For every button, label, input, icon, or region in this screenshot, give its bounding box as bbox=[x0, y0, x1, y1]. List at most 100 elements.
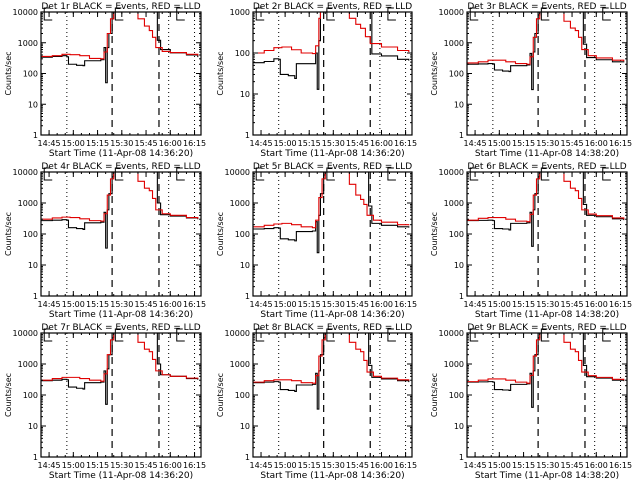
panel-title: Det 9r BLACK = Events, RED = LLD bbox=[467, 323, 626, 333]
x-tick-label: 15:15 bbox=[512, 300, 535, 309]
marker-s bbox=[114, 167, 124, 181]
marker-s bbox=[540, 167, 550, 181]
series-lld bbox=[41, 11, 199, 60]
x-axis-label: Start Time (11-Apr-08 14:36:20) bbox=[260, 310, 404, 320]
y-tick-label: 100 bbox=[449, 391, 464, 400]
x-tick-label: 15:45 bbox=[135, 461, 158, 470]
x-tick-label: 14:45 bbox=[464, 300, 487, 309]
y-tick-label: 1 bbox=[245, 453, 250, 462]
y-tick-label: 1000 bbox=[18, 360, 38, 369]
x-tick-label: 15:00 bbox=[488, 300, 511, 309]
y-tick-label: 10000 bbox=[13, 8, 38, 17]
panel-det-5: 1 10 100 1000 10000 14:45 15:00 15:15 15:30 15:45… bbox=[216, 162, 417, 320]
plot-frame bbox=[40, 332, 202, 458]
panel-title: Det 6r BLACK = Events, RED = LLD bbox=[467, 162, 626, 172]
y-tick-label: 1000 bbox=[230, 199, 250, 208]
y-tick-label: 1 bbox=[459, 453, 464, 462]
x-axis-label: Start Time (11-Apr-08 14:36:20) bbox=[49, 149, 193, 159]
y-tick-label: 1 bbox=[245, 292, 250, 301]
x-tick-label: 14:45 bbox=[464, 139, 487, 148]
x-tick-label: 15:45 bbox=[135, 300, 158, 309]
x-tick-label: 15:30 bbox=[322, 300, 345, 309]
marker-s bbox=[326, 167, 335, 181]
x-axis-label: Start Time (11-Apr-08 14:36:20) bbox=[49, 471, 193, 480]
marker-e bbox=[602, 167, 611, 181]
x-tick-label: 16:15 bbox=[609, 139, 632, 148]
x-tick-label: 15:45 bbox=[346, 461, 369, 470]
panel-det-6: 1 10 100 1000 10000 14:45 15:00 15:15 15:30 15:45… bbox=[430, 162, 632, 320]
y-tick-label: 1 bbox=[33, 292, 38, 301]
x-tick-label: 14:45 bbox=[249, 300, 272, 309]
series-lld bbox=[41, 171, 199, 222]
panel-det-3: 1 10 100 1000 10000 14:45 15:00 15:15 15:30 15:45… bbox=[430, 2, 632, 159]
y-axis-label: Counts/sec bbox=[430, 212, 439, 256]
x-tick-label: 15:15 bbox=[298, 300, 321, 309]
x-tick-label: 15:15 bbox=[86, 461, 109, 470]
x-tick-label: 15:00 bbox=[488, 139, 511, 148]
plot-frame bbox=[40, 11, 202, 136]
x-tick-label: 16:15 bbox=[183, 300, 206, 309]
x-tick-label: 16:00 bbox=[585, 300, 608, 309]
y-tick-label: 1 bbox=[459, 292, 464, 301]
series-events bbox=[41, 332, 199, 405]
plot-frame bbox=[40, 171, 202, 297]
x-tick-label: 16:15 bbox=[394, 139, 417, 148]
panel-det-9: 1 10 100 1000 10000 14:45 15:00 15:15 15:30 15:45… bbox=[430, 323, 632, 480]
x-axis-label: Start Time (11-Apr-08 14:38:20) bbox=[475, 471, 619, 480]
y-tick-label: 1 bbox=[459, 131, 464, 140]
x-tick-label: 16:00 bbox=[585, 461, 608, 470]
x-tick-label: 14:45 bbox=[464, 461, 487, 470]
x-tick-label: 16:00 bbox=[370, 300, 393, 309]
y-axis-label: Counts/sec bbox=[4, 51, 13, 95]
y-tick-label: 10000 bbox=[13, 329, 38, 338]
x-tick-label: 16:15 bbox=[609, 461, 632, 470]
x-tick-label: 16:00 bbox=[370, 461, 393, 470]
panel-title: Det 3r BLACK = Events, RED = LLD bbox=[467, 2, 626, 12]
x-tick-label: 16:00 bbox=[585, 139, 608, 148]
plot-frame bbox=[466, 171, 628, 297]
x-tick-label: 15:15 bbox=[298, 461, 321, 470]
y-tick-label: 100 bbox=[23, 391, 38, 400]
y-axis-label: Counts/sec bbox=[216, 373, 225, 417]
y-tick-label: 10 bbox=[454, 422, 464, 431]
marker-e bbox=[43, 7, 53, 21]
series-events bbox=[467, 171, 625, 247]
plot-frame bbox=[466, 11, 628, 136]
x-tick-label: 14:45 bbox=[249, 461, 272, 470]
series-events bbox=[41, 171, 199, 249]
x-tick-label: 15:45 bbox=[135, 139, 158, 148]
marker-e bbox=[469, 7, 479, 21]
x-tick-label: 14:45 bbox=[249, 139, 272, 148]
y-tick-label: 10000 bbox=[439, 329, 464, 338]
x-tick-label: 15:15 bbox=[298, 139, 321, 148]
marker-s bbox=[114, 328, 124, 342]
y-tick-label: 1 bbox=[33, 453, 38, 462]
y-tick-label: 1000 bbox=[230, 360, 250, 369]
x-tick-label: 15:15 bbox=[86, 139, 109, 148]
marker-e bbox=[602, 7, 611, 21]
x-tick-label: 15:45 bbox=[561, 139, 584, 148]
plot-frame bbox=[466, 332, 628, 458]
y-tick-label: 10 bbox=[28, 422, 38, 431]
x-axis-label: Start Time (11-Apr-08 14:36:20) bbox=[49, 310, 193, 320]
x-tick-label: 15:45 bbox=[561, 300, 584, 309]
series-lld bbox=[467, 171, 625, 223]
x-tick-label: 15:30 bbox=[322, 139, 345, 148]
panel-det-7: 1 10 100 1000 10000 14:45 15:00 15:15 15:30 15:45… bbox=[4, 323, 206, 480]
marker-e bbox=[387, 167, 396, 181]
x-tick-label: 15:30 bbox=[536, 461, 559, 470]
panel-det-4: 1 10 100 1000 10000 14:45 15:00 15:15 15:30 15:45… bbox=[4, 162, 206, 320]
marker-e bbox=[255, 7, 265, 21]
y-axis-label: Counts/sec bbox=[430, 51, 439, 95]
marker-e bbox=[255, 328, 265, 342]
plot-frame bbox=[252, 332, 413, 458]
y-axis-label: Counts/sec bbox=[216, 51, 225, 95]
y-tick-label: 100 bbox=[235, 49, 250, 58]
y-tick-label: 1000 bbox=[230, 8, 250, 17]
y-tick-label: 100 bbox=[235, 230, 250, 239]
panel-det-8: 1 10 100 1000 10000 14:45 15:00 15:15 15:30 15:45… bbox=[216, 323, 417, 480]
series-events bbox=[253, 332, 410, 410]
x-tick-label: 16:15 bbox=[183, 461, 206, 470]
y-tick-label: 1000 bbox=[18, 199, 38, 208]
y-axis-label: Counts/sec bbox=[216, 212, 225, 256]
